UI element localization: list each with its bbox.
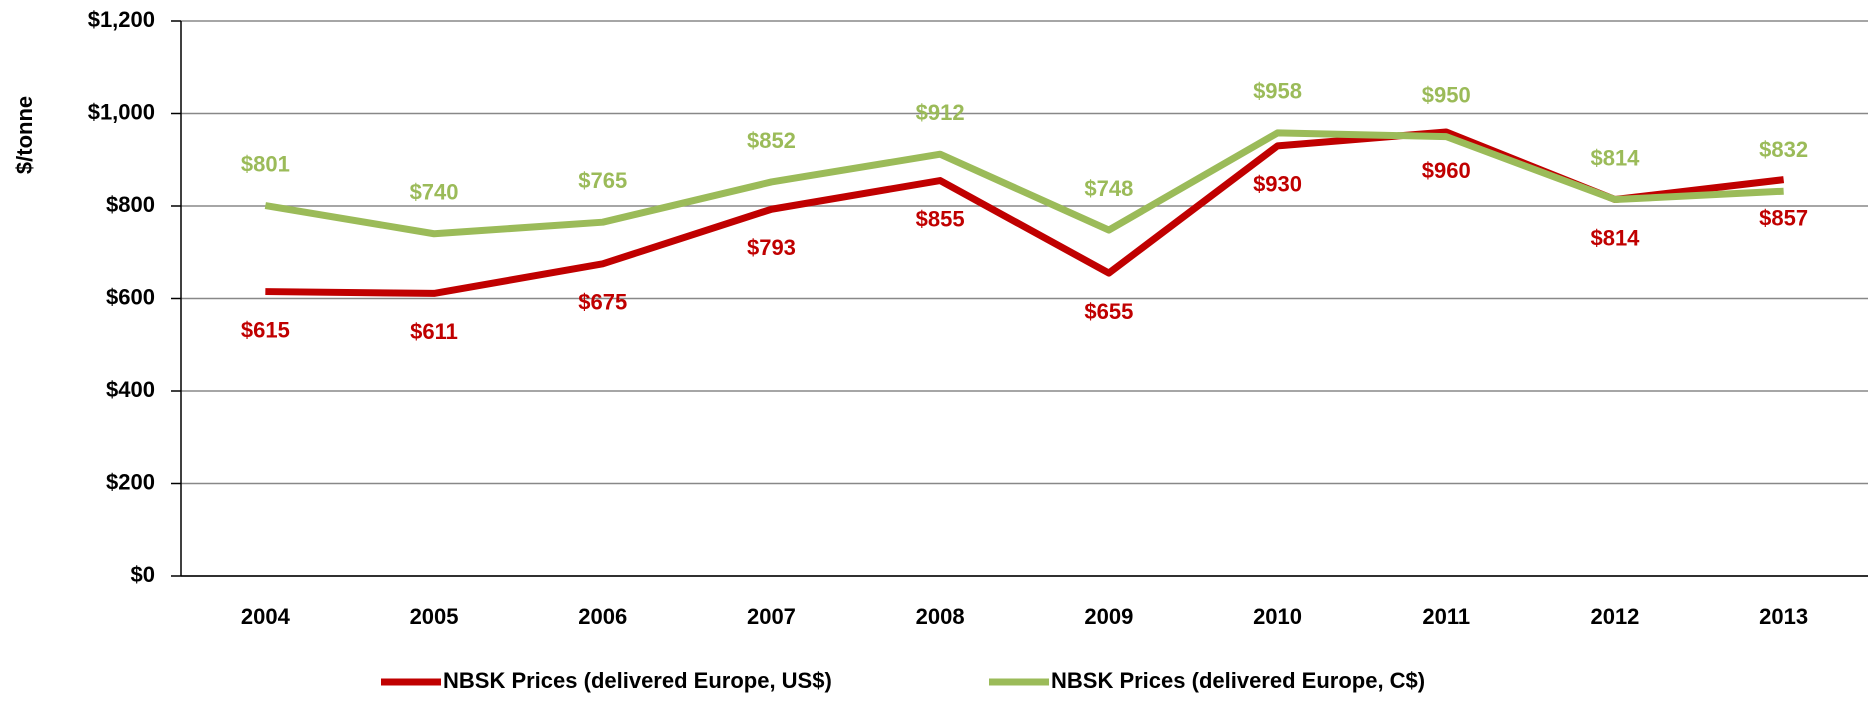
data-label: $675 bbox=[578, 290, 627, 315]
x-tick-label: 2007 bbox=[747, 604, 796, 629]
x-tick-label: 2004 bbox=[241, 604, 291, 629]
y-tick-label: $0 bbox=[131, 562, 155, 587]
legend-label: NBSK Prices (delivered Europe, C$) bbox=[1051, 668, 1425, 693]
y-tick-label: $600 bbox=[106, 284, 155, 309]
x-tick-label: 2013 bbox=[1759, 604, 1808, 629]
data-label: $958 bbox=[1253, 79, 1302, 104]
data-label: $748 bbox=[1084, 176, 1133, 201]
data-label: $740 bbox=[410, 180, 459, 205]
legend-label: NBSK Prices (delivered Europe, US$) bbox=[443, 668, 832, 693]
x-tick-label: 2011 bbox=[1422, 604, 1470, 629]
data-label: $857 bbox=[1759, 205, 1808, 230]
series-line bbox=[264, 129, 1784, 238]
data-label: $814 bbox=[1590, 225, 1640, 250]
data-label: $793 bbox=[747, 235, 796, 260]
data-label: $765 bbox=[578, 168, 627, 193]
y-tick-label: $800 bbox=[106, 192, 155, 217]
data-label: $832 bbox=[1759, 137, 1808, 162]
data-label: $912 bbox=[916, 100, 965, 125]
data-label: $655 bbox=[1084, 299, 1133, 324]
data-label: $611 bbox=[410, 319, 458, 344]
x-tick-label: 2010 bbox=[1253, 604, 1302, 629]
data-label: $615 bbox=[241, 317, 290, 342]
data-label: $814 bbox=[1590, 145, 1640, 170]
series-line bbox=[265, 128, 1785, 297]
data-label: $855 bbox=[916, 206, 965, 231]
data-label: $960 bbox=[1422, 158, 1471, 183]
data-label: $801 bbox=[241, 151, 290, 176]
data-label: $930 bbox=[1253, 172, 1302, 197]
x-tick-label: 2008 bbox=[916, 604, 965, 629]
data-label: $852 bbox=[747, 128, 796, 153]
x-tick-label: 2012 bbox=[1590, 604, 1639, 629]
x-tick-label: 2005 bbox=[410, 604, 459, 629]
x-tick-label: 2009 bbox=[1084, 604, 1133, 629]
y-tick-label: $400 bbox=[106, 377, 155, 402]
y-tick-label: $200 bbox=[106, 469, 155, 494]
data-label: $950 bbox=[1422, 82, 1471, 107]
y-axis-title: $/tonne bbox=[12, 96, 37, 174]
y-tick-label: $1,200 bbox=[88, 7, 155, 32]
x-tick-label: 2006 bbox=[578, 604, 627, 629]
y-tick-label: $1,000 bbox=[88, 99, 155, 124]
